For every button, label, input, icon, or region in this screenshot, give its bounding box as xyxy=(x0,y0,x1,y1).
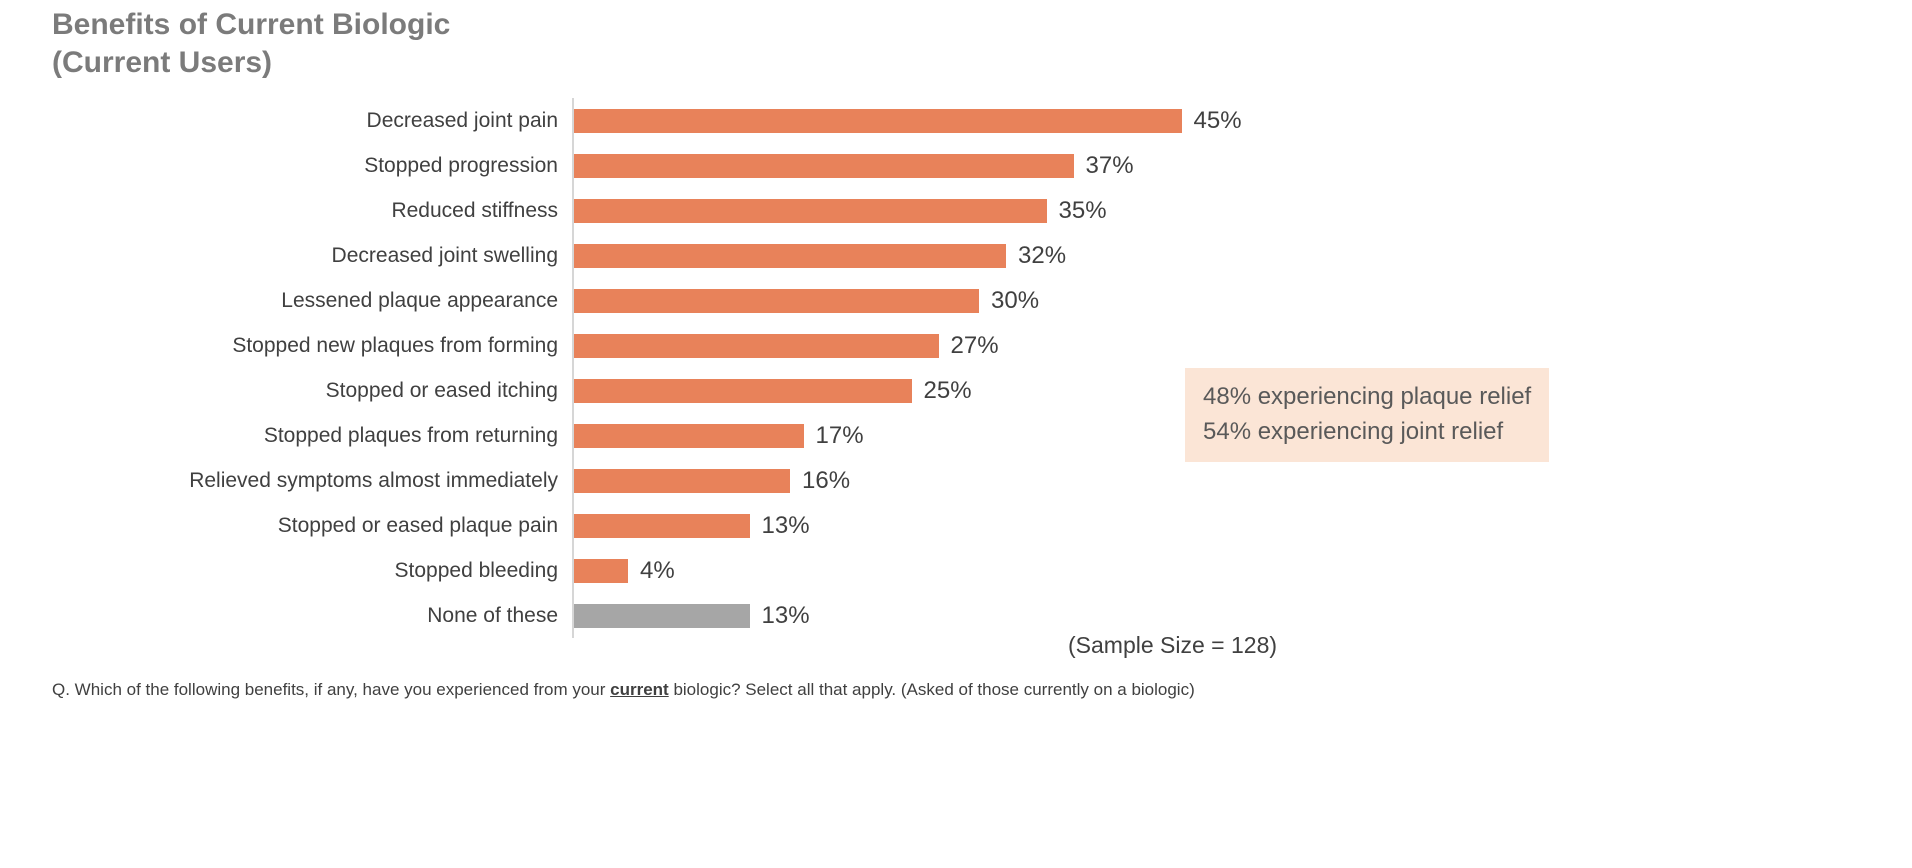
bar-track: 35% xyxy=(572,188,1372,233)
category-label: Decreased joint pain xyxy=(366,108,558,132)
question-footnote: Q. Which of the following benefits, if a… xyxy=(52,680,1195,700)
annotation-line-1: 48% experiencing plaque relief xyxy=(1203,383,1532,410)
value-label: 27% xyxy=(950,331,999,359)
category-label: Stopped new plaques from forming xyxy=(232,333,558,357)
value-label: 32% xyxy=(1018,241,1067,269)
bar xyxy=(574,198,1047,223)
bar-track: 32% xyxy=(572,233,1372,278)
category-label: Stopped bleeding xyxy=(394,558,558,582)
value-label: 13% xyxy=(761,511,810,539)
chart-row: Stopped progression 37% xyxy=(52,143,1372,188)
bar xyxy=(574,108,1182,133)
chart-title: Benefits of Current Biologic (Current Use… xyxy=(52,6,450,81)
chart-row: Stopped or eased itching 25% xyxy=(52,368,1372,413)
chart-title-line1: Benefits of Current Biologic xyxy=(52,8,451,41)
bar xyxy=(574,243,1006,268)
bar xyxy=(574,378,912,403)
value-label: 45% xyxy=(1193,106,1242,134)
chart-row: Decreased joint swelling 32% xyxy=(52,233,1372,278)
bar-track: 13% xyxy=(572,593,1372,638)
chart-row: None of these 13% xyxy=(52,593,1372,638)
sample-size-label: (Sample Size = 128) xyxy=(1068,632,1278,658)
bar-track: 27% xyxy=(572,323,1372,368)
annotation-box: 48% experiencing plaque relief 54% exper… xyxy=(1185,368,1550,462)
chart-title-line2: (Current Users) xyxy=(52,45,273,79)
bar xyxy=(574,153,1074,178)
category-label: Decreased joint swelling xyxy=(331,243,558,267)
category-label: Stopped or eased itching xyxy=(325,378,558,402)
category-label: Stopped plaques from returning xyxy=(263,423,558,447)
bar-track: 37% xyxy=(572,143,1372,188)
footnote-suffix: biologic? Select all that apply. (Asked … xyxy=(668,680,1195,699)
bar-track: 4% xyxy=(572,548,1372,593)
bar-chart: Decreased joint pain 45% Stopped progressi… xyxy=(52,98,1372,638)
bar-track: 30% xyxy=(572,278,1372,323)
bar-track: 45% xyxy=(572,98,1372,143)
value-label: 25% xyxy=(923,376,972,404)
chart-row: Stopped plaques from returning 17% xyxy=(52,413,1372,458)
category-label: Relieved symptoms almost immediately xyxy=(189,468,558,492)
bar xyxy=(574,468,790,493)
bar xyxy=(574,558,628,583)
chart-row: Decreased joint pain 45% xyxy=(52,98,1372,143)
category-label: Stopped or eased plaque pain xyxy=(277,513,558,537)
footnote-prefix: Q. Which of the following benefits, if a… xyxy=(52,680,611,699)
chart-row: Lessened plaque appearance 30% xyxy=(52,278,1372,323)
chart-row: Stopped new plaques from forming 27% xyxy=(52,323,1372,368)
category-label: Reduced stiffness xyxy=(391,198,558,222)
category-label: None of these xyxy=(427,603,558,627)
value-label: 30% xyxy=(991,286,1040,314)
bar-track: 17% xyxy=(572,413,1372,458)
value-label: 4% xyxy=(640,556,675,584)
bar xyxy=(574,288,979,313)
annotation-line-2: 54% experiencing joint relief xyxy=(1203,417,1504,445)
chart-row: Relieved symptoms almost immediately 16% xyxy=(52,458,1372,503)
value-label: 16% xyxy=(802,466,851,494)
value-label: 17% xyxy=(815,421,864,449)
bar xyxy=(574,423,804,448)
value-label: 35% xyxy=(1058,196,1107,224)
chart-row: Stopped or eased plaque pain 13% xyxy=(52,503,1372,548)
category-label: Lessened plaque appearance xyxy=(281,288,558,312)
category-label: Stopped progression xyxy=(364,153,558,177)
bar-track: 13% xyxy=(572,503,1372,548)
bar xyxy=(574,603,750,628)
bar-track: 25% xyxy=(572,368,1372,413)
chart-row: Stopped bleeding 4% xyxy=(52,548,1372,593)
bar-track: 16% xyxy=(572,458,1372,503)
value-label: 37% xyxy=(1085,151,1134,179)
bar xyxy=(574,513,750,538)
footnote-emphasis: current xyxy=(610,680,669,699)
chart-row: Reduced stiffness 35% xyxy=(52,188,1372,233)
value-label: 13% xyxy=(761,601,810,629)
bar xyxy=(574,333,939,358)
